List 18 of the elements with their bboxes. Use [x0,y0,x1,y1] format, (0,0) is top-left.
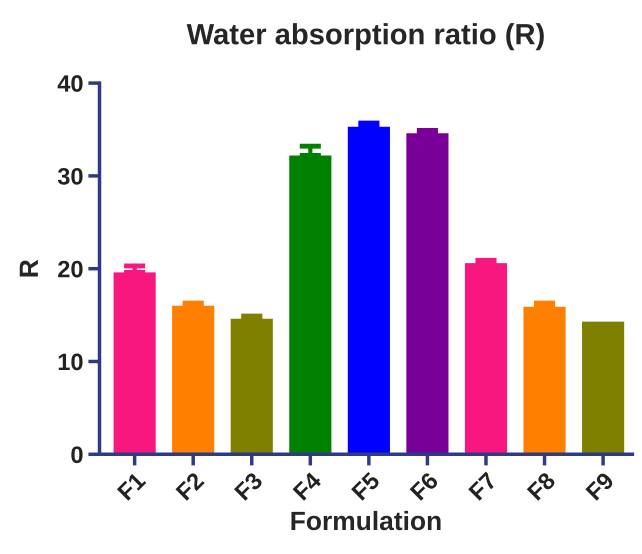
bar [582,322,624,454]
y-tick-label: 40 [58,75,83,92]
x-tick-label: F6 [410,471,440,501]
x-tick-label: F5 [351,471,381,501]
x-tick-label: F8 [526,471,556,501]
x-tick-label: F2 [175,471,205,501]
x-tick-label: F4 [292,470,322,501]
x-tick-label: F7 [468,472,498,501]
chart-title: Water absorption ratio (R) [186,23,544,50]
y-tick-label: 20 [58,260,83,278]
y-tick-label: 10 [58,354,83,370]
x-tick-label: F9 [585,471,615,501]
x-tick-label: F3 [234,471,264,501]
y-tick-label: 0 [71,446,83,464]
x-tick-label: F1 [116,471,146,501]
x-axis-title: Formulation [291,510,441,530]
y-axis-title: R [20,260,38,276]
y-tick-label: 30 [58,168,83,185]
